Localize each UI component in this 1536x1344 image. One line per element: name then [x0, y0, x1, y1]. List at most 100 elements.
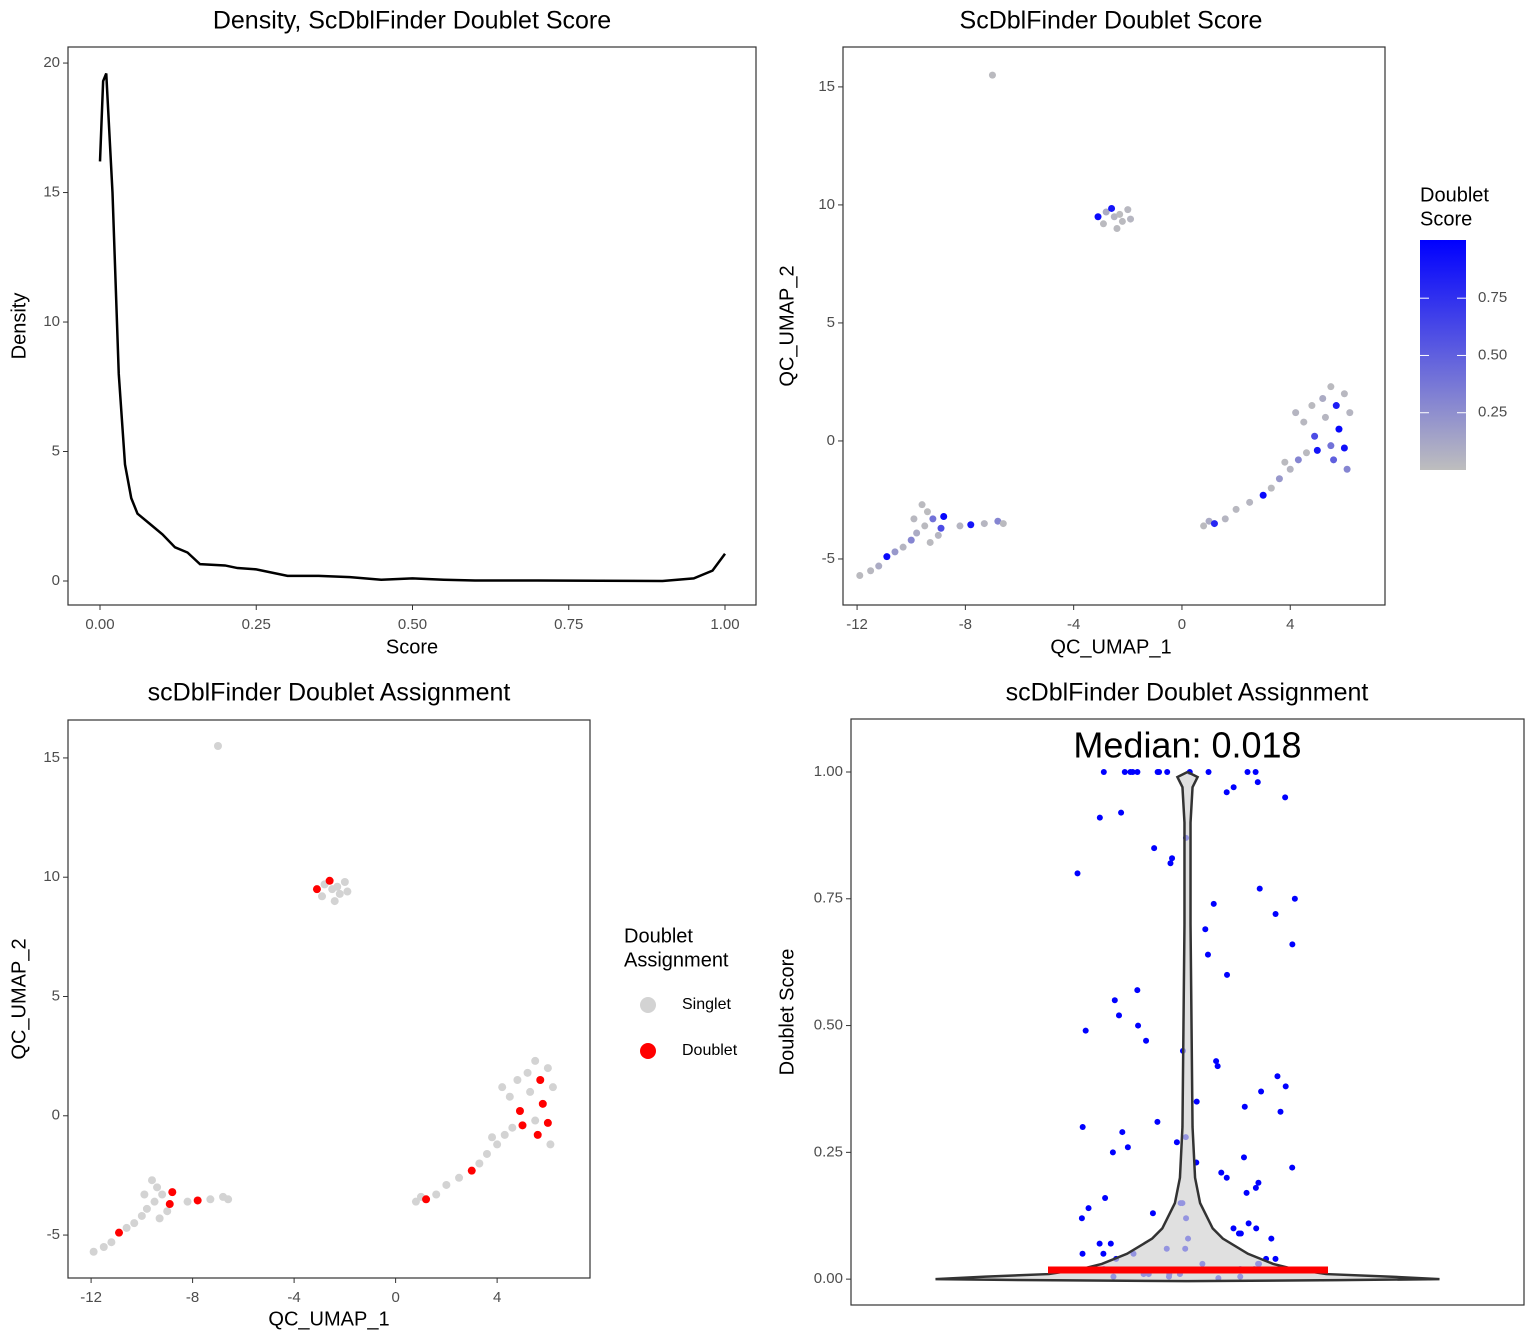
- point: [1275, 475, 1283, 483]
- point: [1282, 1083, 1289, 1090]
- point: [1241, 1103, 1248, 1110]
- point: [513, 1075, 522, 1084]
- point: [1099, 220, 1107, 228]
- point: [1102, 208, 1110, 216]
- point: [1252, 1184, 1259, 1191]
- x-tick-label: -8: [186, 1289, 199, 1306]
- point: [1330, 456, 1338, 464]
- violin: [1186, 770, 1440, 1283]
- point: [158, 1190, 167, 1199]
- point: [137, 1211, 146, 1220]
- y-tick-label: 10: [43, 313, 60, 330]
- point: [1127, 215, 1135, 223]
- point: [89, 1247, 98, 1256]
- point: [168, 1188, 177, 1197]
- point: [1079, 1250, 1086, 1257]
- point: [543, 1064, 552, 1073]
- plot-border: [850, 718, 1525, 1306]
- point: [488, 1133, 497, 1142]
- point: [163, 1207, 172, 1216]
- point: [1240, 1154, 1247, 1161]
- point: [1259, 491, 1267, 499]
- point: [1223, 1174, 1230, 1181]
- point: [1308, 402, 1316, 410]
- y-tick-label: 5: [52, 442, 60, 459]
- y-tick-label: 5: [827, 314, 835, 331]
- chart-title: scDblFinder Doublet Assignment: [1006, 679, 1369, 707]
- y-tick-label: 0.00: [814, 1270, 843, 1287]
- chart-title: scDblFinder Doublet Assignment: [148, 679, 511, 707]
- x-tick-label: 0.25: [242, 616, 271, 633]
- point: [1149, 1210, 1156, 1217]
- point: [1302, 449, 1310, 457]
- point: [921, 522, 929, 530]
- y-tick-label: 5: [52, 987, 60, 1004]
- y-tick-label: 15: [43, 184, 60, 201]
- point: [531, 1116, 540, 1125]
- point: [913, 529, 921, 537]
- point: [1286, 465, 1294, 473]
- point: [140, 1190, 149, 1199]
- point: [1244, 768, 1251, 775]
- point: [224, 1195, 233, 1204]
- x-tick-label: -4: [1067, 616, 1080, 633]
- point: [1121, 768, 1128, 775]
- point: [1274, 1073, 1281, 1080]
- point: [422, 1195, 431, 1204]
- point: [937, 524, 945, 532]
- point: [1110, 213, 1118, 221]
- point: [1193, 1098, 1200, 1105]
- point: [910, 515, 918, 523]
- point: [1102, 1194, 1109, 1201]
- point: [1082, 1027, 1089, 1034]
- point: [988, 71, 996, 79]
- point: [1115, 1012, 1122, 1019]
- y-tick-label: 15: [43, 749, 60, 766]
- point: [312, 885, 321, 894]
- legend-title: Doublet: [1420, 184, 1489, 206]
- x-tick-label: 0.00: [85, 616, 114, 633]
- point: [538, 1099, 547, 1108]
- y-tick-label: 0: [827, 432, 835, 449]
- point: [467, 1166, 476, 1175]
- point: [343, 887, 352, 896]
- point: [1213, 1058, 1220, 1065]
- point: [1079, 1123, 1086, 1130]
- point: [142, 1204, 151, 1213]
- point: [980, 520, 988, 528]
- point: [1218, 1169, 1225, 1176]
- y-tick-label: 0.75: [814, 890, 843, 907]
- x-axis-title: QC_UMAP_1: [1050, 636, 1171, 658]
- point: [1294, 456, 1302, 464]
- point: [1113, 225, 1121, 233]
- point: [934, 531, 942, 539]
- point: [493, 1140, 502, 1149]
- point: [1169, 855, 1176, 862]
- point: [1156, 768, 1163, 775]
- x-tick-label: -8: [959, 616, 972, 633]
- point: [526, 1087, 535, 1096]
- y-tick-label: 0: [52, 1107, 60, 1124]
- point: [1255, 1179, 1262, 1186]
- point: [956, 522, 964, 530]
- point: [1204, 951, 1211, 958]
- point: [1327, 383, 1335, 391]
- point: [335, 889, 344, 898]
- point: [1224, 971, 1231, 978]
- point: [1107, 1240, 1114, 1247]
- point: [1243, 1189, 1250, 1196]
- point: [505, 1092, 514, 1101]
- legend-label: Doublet: [682, 1042, 738, 1059]
- point: [213, 742, 222, 751]
- x-tick-label: 0.75: [554, 616, 583, 633]
- point: [1078, 1215, 1085, 1222]
- point: [1096, 1240, 1103, 1247]
- point: [1167, 860, 1174, 867]
- point: [482, 1149, 491, 1158]
- y-tick-label: -5: [47, 1226, 60, 1243]
- y-tick-label: -5: [822, 550, 835, 567]
- x-tick-label: -12: [846, 616, 868, 633]
- point: [1332, 402, 1340, 410]
- point: [1202, 926, 1209, 933]
